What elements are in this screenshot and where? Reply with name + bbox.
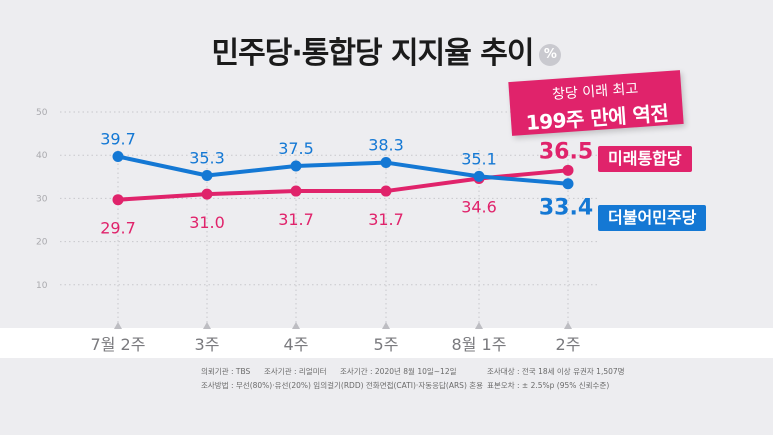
series-line-blue (116, 154, 570, 186)
note-agency: 조사기관 : 리얼미터 (264, 367, 327, 376)
x-tick-marker (382, 322, 390, 329)
y-tick-label: 40 (36, 151, 48, 161)
data-label: 35.1 (461, 149, 497, 168)
data-label: 31.0 (189, 213, 225, 232)
x-tick-marker (564, 322, 572, 329)
legend-tag-blue: 더불어민주당 (598, 205, 707, 231)
survey-notes: 의뢰기관 : TBS 조사기관 : 리얼미터 조사기간 : 2020년 8월 1… (0, 366, 773, 394)
data-label: 31.7 (278, 210, 314, 229)
x-tick-label: 3주 (195, 335, 220, 354)
data-label: 34.6 (461, 198, 497, 217)
x-axis-band (0, 328, 773, 358)
x-tick-label: 4주 (284, 335, 309, 354)
data-point (473, 170, 485, 182)
x-tick-label: 2주 (556, 335, 581, 354)
percent-unit-badge: % (539, 43, 562, 66)
data-label: 29.7 (100, 219, 136, 238)
callout-banner: 창당 이래 최고 199주 만에 역전 (508, 70, 684, 136)
y-tick-label: 30 (36, 194, 48, 204)
x-tick-label: 5주 (374, 335, 399, 354)
series-line-pink (116, 168, 570, 202)
data-label: 36.5 (539, 139, 593, 164)
x-tick-marker (203, 322, 211, 329)
note-client: 의뢰기관 : TBS (201, 367, 251, 376)
legend-tag-pink: 미래통합당 (598, 146, 692, 172)
data-point (112, 150, 124, 162)
note-period: 조사기간 : 2020년 8월 10일~12일 (340, 367, 457, 376)
data-point (562, 178, 574, 190)
data-point (380, 157, 392, 169)
y-tick-label: 50 (36, 108, 48, 118)
data-point (201, 170, 213, 182)
notes-row-1: 의뢰기관 : TBS 조사기관 : 리얼미터 조사기간 : 2020년 8월 1… (0, 366, 773, 380)
data-label: 35.3 (189, 149, 225, 168)
note-error: 표본오차 : ± 2.5%p (95% 신뢰수준) (487, 381, 610, 390)
y-tick-label: 10 (36, 281, 48, 291)
data-label: 39.7 (100, 129, 136, 148)
data-point (290, 185, 302, 197)
data-label: 38.3 (368, 136, 404, 155)
data-label: 33.4 (539, 196, 593, 221)
x-tick-marker (114, 322, 122, 329)
x-tick-marker (292, 322, 300, 329)
data-point (562, 164, 574, 176)
chart-title: 민주당·통합당 지지율 추이% (0, 28, 773, 72)
data-point (380, 185, 392, 197)
chart-title-text: 민주당·통합당 지지율 추이 (211, 36, 535, 71)
notes-row-2: 조사방법 : 무선(80%)·유선(20%) 임의걸기(RDD) 전화면접(CA… (0, 380, 773, 394)
note-target: 조사대상 : 전국 18세 이상 유권자 1,507명 (487, 367, 625, 376)
data-point (112, 194, 124, 206)
x-tick-label: 8월 1주 (452, 335, 507, 354)
y-tick-label: 20 (36, 238, 48, 248)
data-point (201, 188, 213, 200)
data-label: 37.5 (278, 139, 314, 158)
x-tick-label: 7월 2주 (91, 335, 146, 354)
x-tick-marker (475, 322, 483, 329)
note-method: 조사방법 : 무선(80%)·유선(20%) 임의걸기(RDD) 전화면접(CA… (201, 381, 484, 390)
data-point (290, 160, 302, 172)
data-label: 31.7 (368, 210, 404, 229)
